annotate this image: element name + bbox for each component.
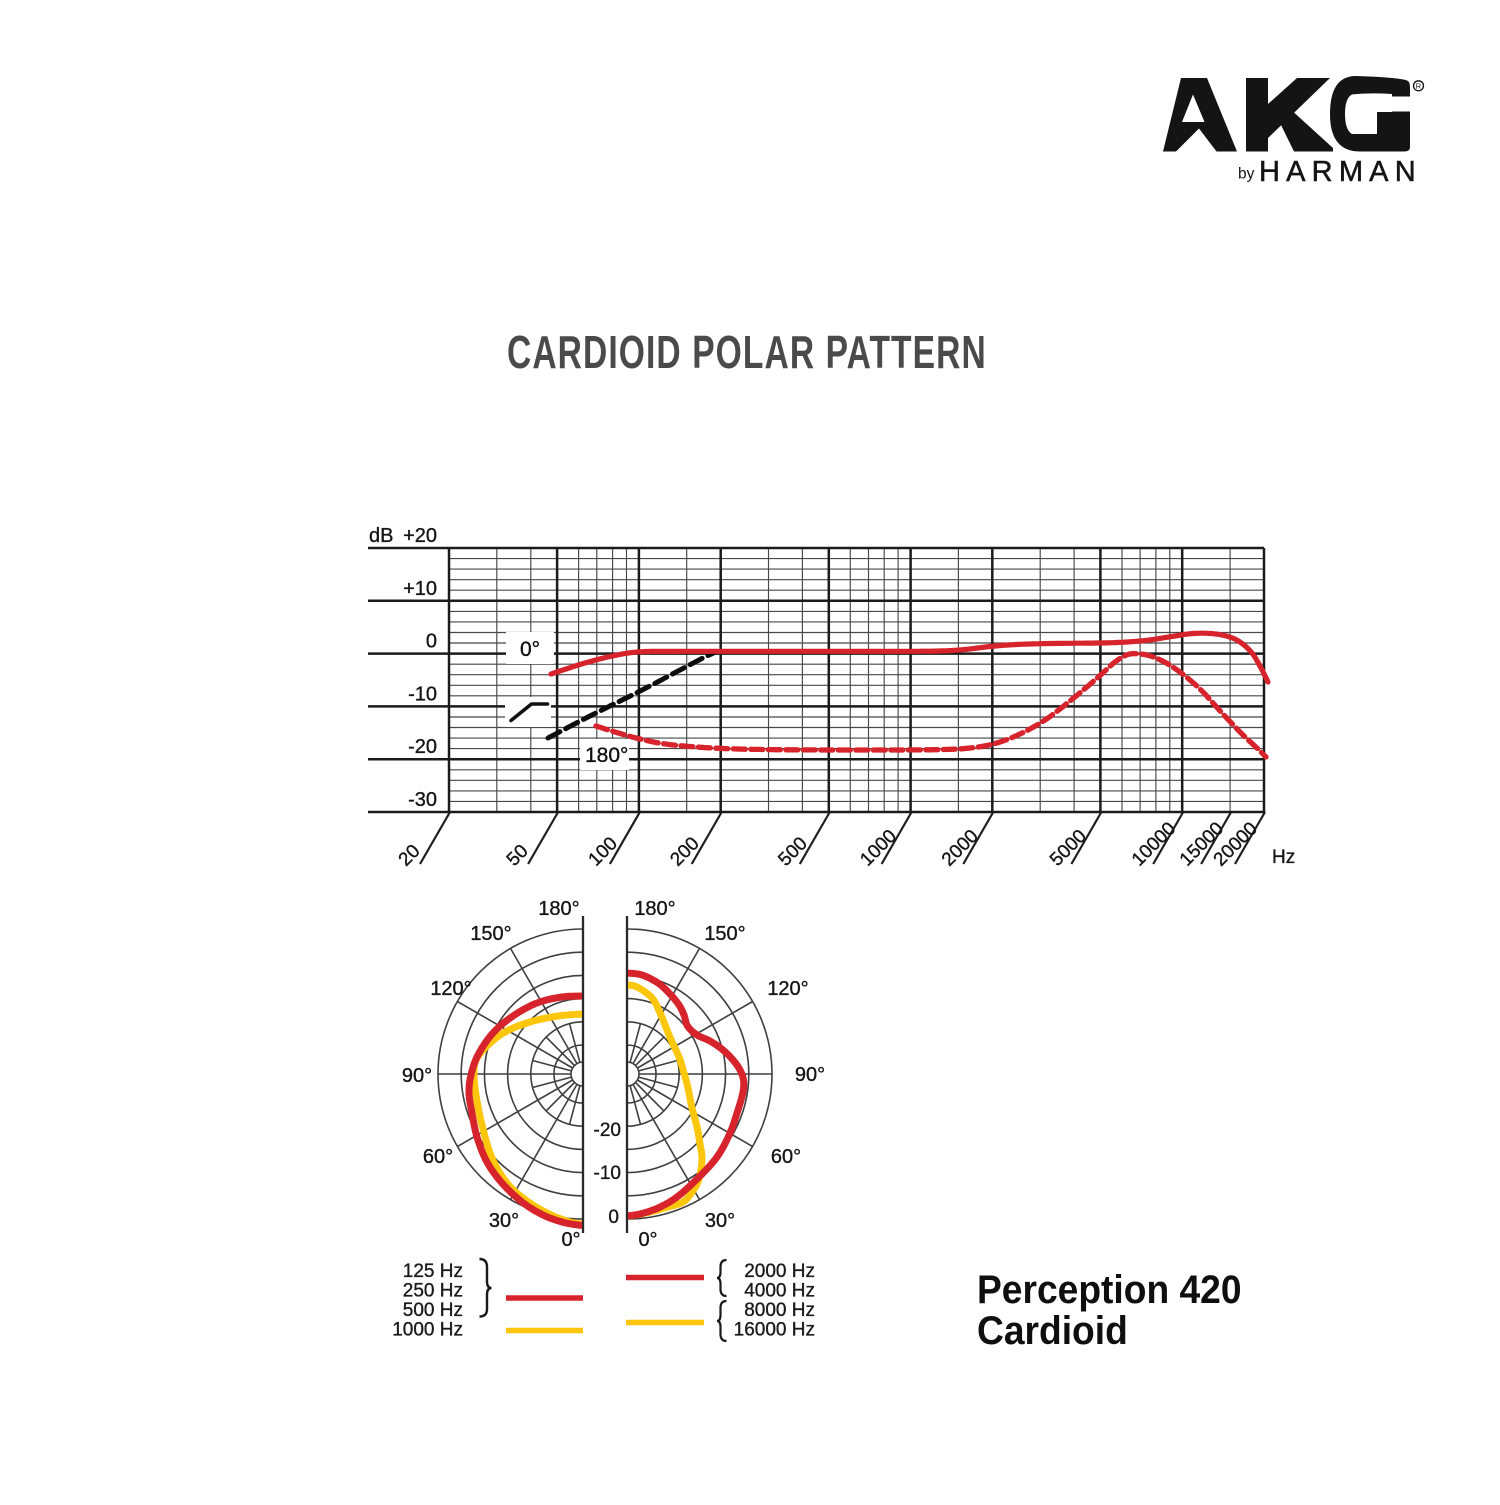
svg-text:R: R bbox=[1416, 82, 1422, 91]
svg-text:dB: dB bbox=[369, 525, 393, 547]
svg-text:90°: 90° bbox=[795, 1064, 825, 1086]
svg-text:-30: -30 bbox=[408, 789, 437, 811]
svg-text:+10: +10 bbox=[403, 578, 437, 600]
svg-text:120°: 120° bbox=[767, 978, 808, 1000]
svg-text:500: 500 bbox=[774, 833, 811, 870]
svg-text:5000: 5000 bbox=[1046, 826, 1091, 871]
svg-text:2000 Hz: 2000 Hz bbox=[744, 1261, 815, 1282]
svg-text:125 Hz: 125 Hz bbox=[403, 1261, 463, 1282]
svg-text:Perception 420: Perception 420 bbox=[977, 1268, 1242, 1313]
svg-text:8000 Hz: 8000 Hz bbox=[744, 1300, 815, 1321]
svg-text:4000 Hz: 4000 Hz bbox=[744, 1281, 815, 1302]
svg-text:0°: 0° bbox=[561, 1229, 580, 1251]
svg-text:60°: 60° bbox=[771, 1146, 801, 1168]
svg-text:1000 Hz: 1000 Hz bbox=[392, 1320, 463, 1341]
svg-text:30°: 30° bbox=[489, 1210, 519, 1232]
svg-text:250 Hz: 250 Hz bbox=[403, 1281, 463, 1302]
svg-text:120°: 120° bbox=[430, 978, 471, 1000]
svg-text:500 Hz: 500 Hz bbox=[403, 1300, 463, 1321]
svg-text:0°: 0° bbox=[520, 638, 540, 661]
svg-text:HARMAN: HARMAN bbox=[1259, 156, 1422, 188]
svg-text:0: 0 bbox=[426, 631, 437, 653]
svg-text:-20: -20 bbox=[594, 1120, 621, 1141]
svg-text:2000: 2000 bbox=[938, 826, 983, 871]
svg-text:180°: 180° bbox=[585, 744, 628, 767]
svg-text:150°: 150° bbox=[704, 923, 745, 945]
svg-text:CARDIOID POLAR PATTERN: CARDIOID POLAR PATTERN bbox=[507, 327, 987, 378]
svg-text:1000: 1000 bbox=[856, 826, 901, 871]
svg-text:+20: +20 bbox=[403, 525, 437, 547]
svg-text:-10: -10 bbox=[408, 683, 437, 705]
svg-text:60°: 60° bbox=[423, 1146, 453, 1168]
svg-text:0°: 0° bbox=[638, 1229, 657, 1251]
svg-text:by: by bbox=[1238, 166, 1255, 183]
svg-text:16000 Hz: 16000 Hz bbox=[734, 1320, 815, 1341]
svg-text:Cardioid: Cardioid bbox=[977, 1309, 1128, 1354]
svg-text:-10: -10 bbox=[594, 1163, 621, 1184]
svg-text:0: 0 bbox=[608, 1207, 619, 1228]
svg-text:150°: 150° bbox=[470, 923, 511, 945]
svg-text:200: 200 bbox=[666, 833, 703, 870]
svg-text:20: 20 bbox=[395, 841, 425, 871]
svg-text:90°: 90° bbox=[402, 1065, 432, 1087]
svg-text:30°: 30° bbox=[705, 1210, 735, 1232]
svg-text:180°: 180° bbox=[538, 898, 579, 920]
svg-text:-20: -20 bbox=[408, 736, 437, 758]
svg-text:Hz: Hz bbox=[1272, 847, 1295, 868]
svg-text:180°: 180° bbox=[634, 898, 675, 920]
svg-text:100: 100 bbox=[585, 833, 622, 870]
svg-text:50: 50 bbox=[503, 841, 533, 871]
